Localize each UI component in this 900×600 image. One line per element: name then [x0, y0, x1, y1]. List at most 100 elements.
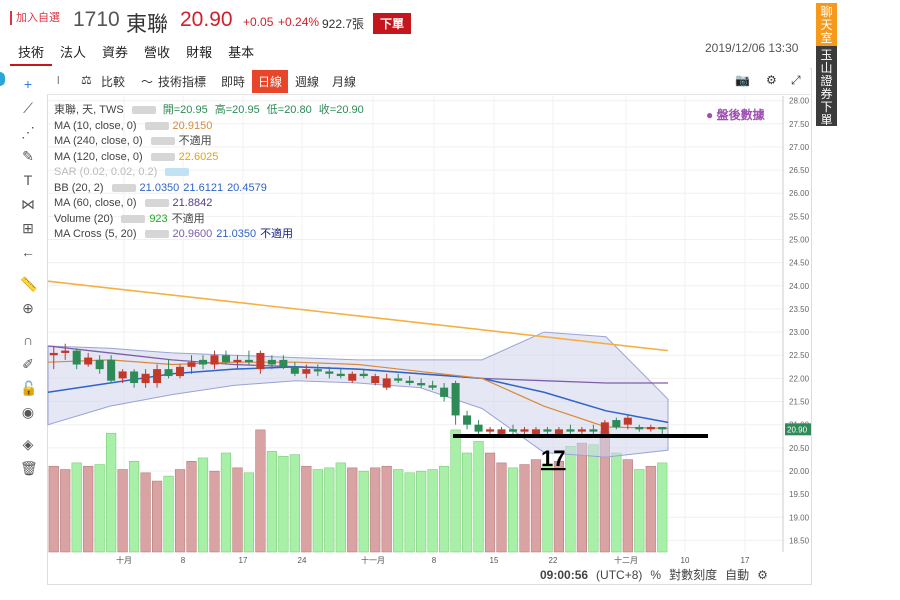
brand-text: 盤後數據 [716, 108, 765, 122]
legend-value: 923 [149, 212, 168, 225]
tab-basic[interactable]: 基本 [228, 45, 255, 60]
layers-icon[interactable]: ◈ [22, 436, 34, 452]
daily-button[interactable]: 日線 [252, 70, 289, 93]
brand-dot-icon: ● [706, 108, 714, 122]
legend-value: 20.9150 [172, 119, 213, 132]
legend-label: MA (240, close, 0) [54, 135, 143, 147]
legend-open: 開=20.95 [162, 104, 208, 116]
legend-row-bb: BB (20, 2) 21.0350 21.6121 20.4579 [54, 181, 368, 197]
stock-name: 東聯 [126, 13, 168, 36]
status-log[interactable]: 對數刻度 [669, 568, 718, 582]
legend-symbol: 東聯, 天, TWS [54, 104, 124, 116]
eye-icon[interactable]: ◉ [21, 404, 35, 420]
zoom-in-icon[interactable]: ⊕ [22, 300, 34, 316]
legend-row-ma120: MA (120, close, 0) 22.6025 [54, 150, 368, 166]
tab-institutional[interactable]: 法人 [60, 45, 87, 60]
pattern-icon[interactable]: ⋈ [21, 196, 35, 212]
intraday-button[interactable]: 即時 [221, 75, 246, 89]
order-button[interactable]: 下單 [373, 13, 412, 34]
stock-code: 1710 [73, 8, 120, 31]
weekly-button[interactable]: 週線 [295, 75, 320, 89]
legend-label: MA (60, close, 0) [54, 197, 137, 209]
lock-icon[interactable]: 🔓 [20, 380, 38, 396]
compare-icon[interactable]: ⚖ [81, 73, 92, 87]
price-change-pct: +0.24% [278, 15, 320, 29]
tab-financials[interactable]: 財報 [186, 45, 213, 60]
legend-label: MA Cross (5, 20) [54, 228, 137, 240]
panel-toggle[interactable] [0, 72, 5, 86]
monthly-button[interactable]: 月線 [332, 75, 357, 89]
legend-value: 不適用 [171, 212, 205, 225]
quote-datetime: 2019/12/06 13:30 [705, 41, 799, 55]
legend-value: 21.8842 [172, 197, 213, 209]
fullscreen-icon[interactable]: ⤢ [791, 73, 801, 87]
chatroom-button[interactable]: 聊天室 [816, 3, 837, 46]
stock-price: 20.90 [180, 8, 233, 31]
legend-label: BB (20, 2) [54, 181, 104, 194]
legend-label: Volume (20) [54, 212, 114, 225]
back-arrow-icon[interactable]: ← [21, 244, 35, 260]
candle-type-icon[interactable]: ⧙ [57, 73, 60, 87]
esun-order-button[interactable]: 玉山證券下單 [816, 46, 837, 127]
legend-row-ma240: MA (240, close, 0) 不適用 [54, 134, 368, 150]
legend-value: 20.4579 [227, 181, 267, 194]
nav-tabs: 技術 法人 資券 營收 財報 基本 [10, 42, 262, 66]
legend-value: 21.0350 [216, 228, 257, 240]
legend-close: 收=20.90 [318, 104, 364, 116]
quote-header: 加入自選 1710 東聯 20.90 +0.05 +0.24% 922.7張 下… [0, 0, 810, 40]
tab-margin[interactable]: 資券 [102, 45, 129, 60]
trash-icon[interactable]: 🗑 [20, 460, 38, 476]
legend-controls[interactable] [150, 152, 175, 161]
legend-controls[interactable] [131, 106, 156, 115]
legend-high: 高=20.95 [214, 104, 260, 116]
tab-technical[interactable]: 技術 [10, 42, 53, 66]
camera-icon[interactable]: 📷 [735, 73, 750, 87]
add-watchlist-button[interactable]: 加入自選 [10, 11, 60, 25]
legend-main-row: 東聯, 天, TWS 開=20.95 高=20.95 低=20.80 收=20.… [54, 103, 368, 119]
status-tz: (UTC+8) [596, 568, 643, 582]
ruler-icon[interactable]: 📏 [20, 276, 38, 292]
legend-controls[interactable] [150, 137, 175, 146]
compare-button[interactable]: 比較 [101, 75, 126, 89]
indicators-button[interactable]: 技術指標 [158, 75, 207, 89]
brush-icon[interactable]: ✎ [22, 148, 34, 164]
status-bar: 09:00:56 (UTC+8)% 對數刻度 自動 ⚙ [540, 566, 776, 583]
pencil-lock-icon[interactable]: ✐ [22, 356, 34, 372]
indicator-icon[interactable]: 〜 [141, 75, 154, 89]
settings-icon[interactable]: ⚙ [757, 568, 768, 582]
legend-value: 不適用 [260, 228, 294, 240]
trade-volume: 922.7張 [322, 17, 365, 31]
legend-row-macross: MA Cross (5, 20) 20.9600 21.0350 不適用 [54, 227, 368, 243]
legend-value: 21.0350 [139, 181, 180, 194]
legend-controls[interactable] [144, 199, 169, 208]
price-change: +0.05 [243, 15, 274, 29]
trendline-icon[interactable]: ⟋ [23, 100, 33, 116]
legend-value: 21.6121 [183, 181, 224, 194]
fib-icon[interactable]: ⋰ [21, 124, 35, 140]
gear-icon[interactable]: ⚙ [766, 73, 777, 87]
tab-revenue[interactable]: 營收 [144, 45, 171, 60]
brand-label: ● 盤後數據 [706, 106, 765, 123]
legend-row-ma10: MA (10, close, 0) 20.9150 [54, 119, 368, 135]
magnet-icon[interactable]: ∩ [22, 332, 34, 348]
legend-controls[interactable] [144, 230, 169, 239]
indicator-legend: 東聯, 天, TWS 開=20.95 高=20.95 低=20.80 收=20.… [54, 103, 368, 243]
legend-value: 22.6025 [178, 150, 219, 163]
legend-controls[interactable] [121, 214, 146, 223]
legend-value: 20.9600 [172, 228, 213, 240]
legend-value: 不適用 [178, 135, 212, 147]
legend-row-ma60: MA (60, close, 0) 21.8842 [54, 196, 368, 212]
status-auto[interactable]: 自動 [725, 568, 750, 582]
status-pct[interactable]: % [650, 568, 662, 582]
legend-row-volume: Volume (20) 923 不適用 [54, 212, 368, 228]
legend-label: MA (10, close, 0) [54, 119, 137, 132]
legend-label: MA (120, close, 0) [54, 150, 143, 163]
text-icon[interactable]: T [23, 172, 33, 188]
forecast-icon[interactable]: ⊞ [22, 220, 34, 236]
legend-controls[interactable] [144, 121, 169, 130]
legend-controls[interactable] [165, 168, 190, 177]
chart-toolbar: ⧙ ⚖ 比較 〜 技術指標 即時 日線 週線 月線 📷 ⚙ ⤢ [47, 68, 810, 95]
crosshair-icon[interactable]: + [23, 76, 33, 92]
legend-controls[interactable] [111, 183, 136, 192]
drawing-toolbar: + ⟋ ⋰ ✎ T ⋈ ⊞ ← 📏 ⊕ ∩ ✐ 🔓 ◉ ◈ 🗑 [0, 68, 47, 488]
